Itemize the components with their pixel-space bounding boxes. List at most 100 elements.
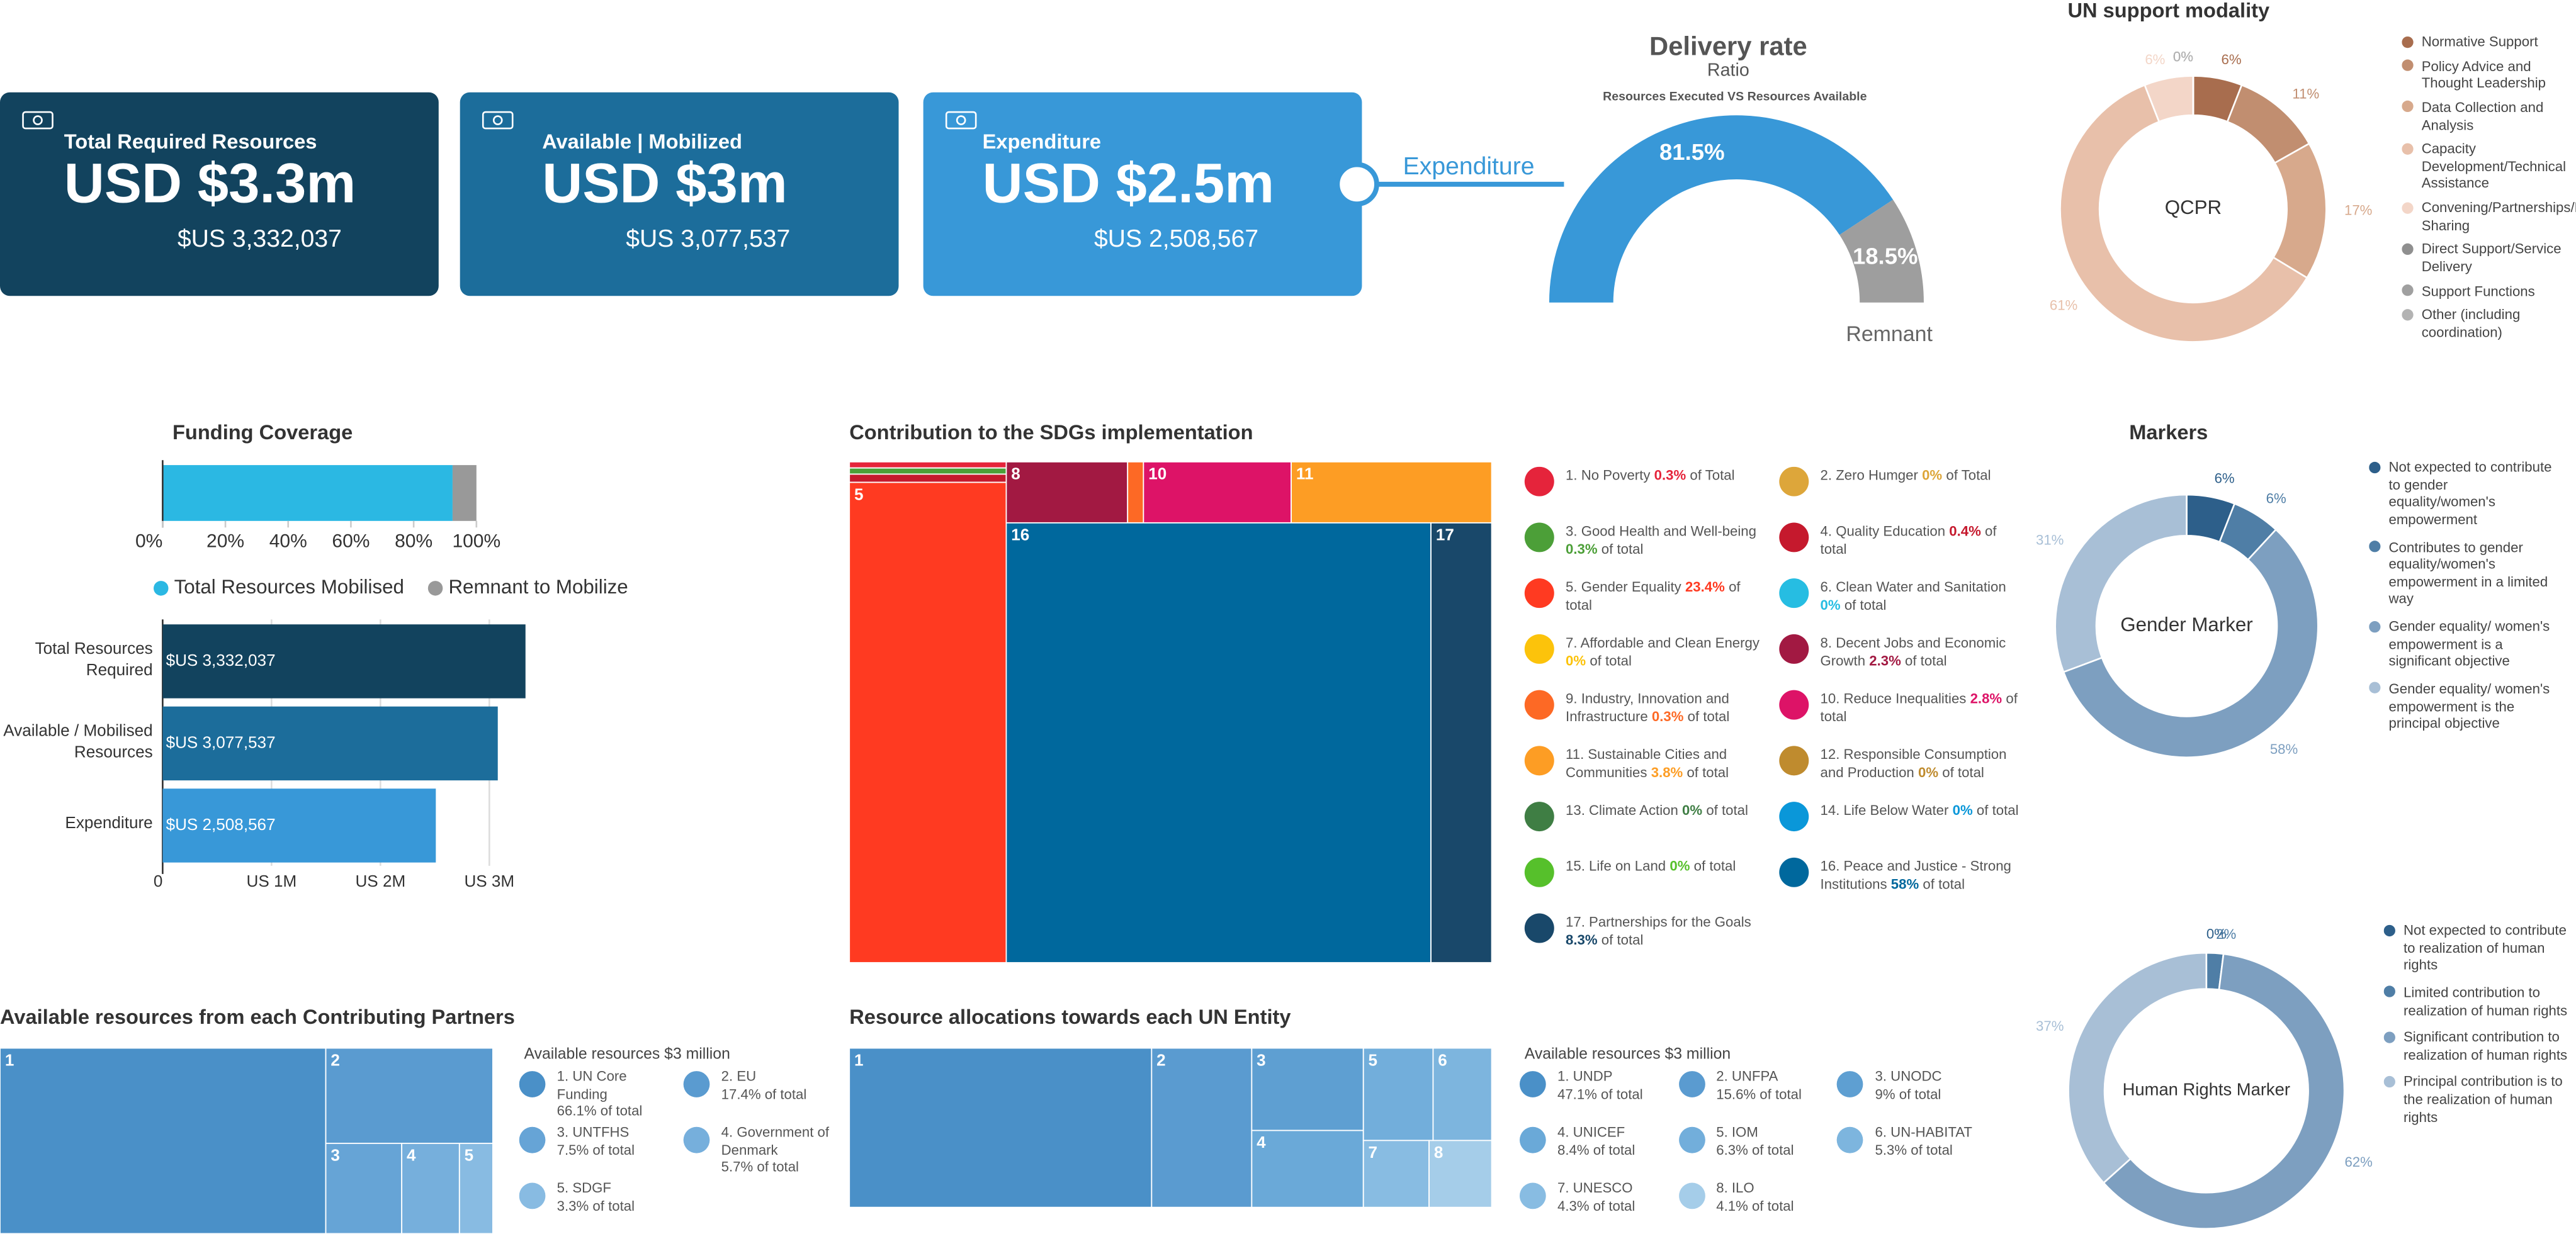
legend-icon: [519, 1126, 546, 1153]
legend-value: 0%: [1669, 857, 1690, 874]
legend-value: 3.3% of total: [556, 1197, 635, 1214]
donut-value-label: 17%: [2344, 203, 2372, 218]
gauge-value-label: 18.5%: [1853, 244, 1918, 269]
gauge-segment: [1839, 199, 1924, 303]
legend-item: 3. UNODC 9% of total: [1837, 1068, 1996, 1124]
legend-item: 9. Industry, Innovation and Infrastructu…: [1520, 690, 1775, 746]
legend-body: 1. UNDP 47.1% of total 2. UNFPA 15.6% of to…: [1519, 1068, 1996, 1234]
category-label-body: Available / Mobilised Resources: [0, 707, 153, 780]
legend-text: 3. UNTFHS 7.5% of total: [557, 1124, 645, 1158]
legend-value: 4.3% of total: [1557, 1197, 1635, 1214]
donut-value-label: 0%: [2173, 49, 2193, 65]
treemap-cell-label: 10: [1148, 464, 1167, 483]
legend-item: Other (including coordination): [2402, 306, 2576, 340]
legend-value: 3.8%: [1651, 763, 1683, 780]
legend-item: 15. Life on Land 0% of total: [1520, 857, 1775, 914]
legend-suffix: of total: [1905, 651, 1947, 668]
legend-text: 8. ILO 4.1% of total: [1716, 1179, 1804, 1214]
treemap-cell-label: 16: [1011, 525, 1029, 544]
legend-body: 1. No Poverty 0.3% of Total 2. Zero Humge…: [1520, 466, 2029, 976]
legend-body: 1. UN Core Funding 66.1% of total 2. EU 17.…: [519, 1068, 848, 1234]
legend-value: 5.7% of total: [721, 1158, 799, 1175]
treemap-cell: [1362, 1140, 1430, 1208]
legend-swatch: [2383, 924, 2395, 936]
legend-label: Convening/Partnerships/Knowledge Sharing: [2421, 199, 2576, 233]
kpi-amount: $US 3,332,037: [178, 225, 342, 252]
legend-text: 2. Zero Humger 0% of Total: [1821, 467, 2001, 485]
donut-center-label: Human Rights Marker: [2123, 1080, 2290, 1099]
treemap-cell: [401, 1142, 460, 1234]
legend-label: Policy Advice and Thought Leadership: [2421, 57, 2546, 91]
donut-value-label: 37%: [2036, 1018, 2064, 1034]
legend-value: 2.3%: [1869, 651, 1901, 668]
legend-swatch: [2402, 101, 2414, 113]
legend-suffix: of total: [1693, 857, 1736, 874]
legend-value: 0%: [1566, 651, 1586, 668]
y-category-label: Available / Mobilised Resources: [3, 722, 153, 762]
category-label: Total Resources Required: [35, 641, 153, 679]
legend-item: 5. SDGF 3.3% of total: [519, 1179, 684, 1234]
bar-segment: [162, 465, 453, 521]
legend-label: Normative Support: [2421, 33, 2538, 50]
legend-icon: [1779, 746, 1809, 776]
kpi-amount: $US 2,508,567: [1094, 225, 1258, 252]
legend-value: 9% of total: [1875, 1085, 1941, 1102]
donut-segment: [2067, 951, 2208, 1184]
legend-body: Normative Support Policy Advice and Thoug…: [2402, 33, 2576, 362]
legend-icon: [1524, 578, 1554, 609]
treemap-cell: [1005, 522, 1432, 963]
legend-subtitle: Available resources $3 million: [1525, 1046, 1731, 1063]
treemap-cell: [849, 473, 1007, 483]
legend-swatch: [2369, 620, 2381, 632]
legend-label: 1. No Poverty: [1566, 466, 1651, 483]
legend-item: Support Functions: [2402, 282, 2576, 300]
category-label: Available / Mobilised Resources: [0, 707, 153, 780]
legend-label: 10. Reduce Inequalities: [1820, 690, 1967, 707]
legend-label: Significant contribution to realization …: [2403, 1028, 2568, 1063]
legend-value: 0%: [1918, 763, 1939, 780]
legend-label: Capacity Development/Technical Assistanc…: [2421, 140, 2567, 192]
legend-item: 2. EU 17.4% of total: [683, 1068, 848, 1124]
legend-item: Not expected to contribute to gender equ…: [2369, 459, 2553, 529]
category-label: Expenditure: [65, 816, 152, 834]
legend-label: 3. UNTFHS: [556, 1123, 630, 1140]
legend-swatch: [2383, 1075, 2395, 1087]
legend-label: Total Resources Mobilised: [174, 576, 404, 598]
legend-swatch: [2402, 243, 2414, 255]
legend-swatch: [154, 581, 169, 596]
legend-icon: [1524, 690, 1554, 720]
donut-segment: [2102, 953, 2346, 1230]
legend-text: 8. Decent Jobs and Economic Growth 2.3% …: [1821, 634, 2029, 669]
legend-item: 2. Zero Humger 0% of Total: [1774, 466, 2029, 523]
legend-icon: [683, 1071, 710, 1097]
legend-swatch: [2402, 308, 2414, 320]
treemap-cell-label: 2: [330, 1050, 340, 1069]
treemap-cell-label: 3: [1257, 1050, 1266, 1069]
legend-label: Limited contribution to realization of h…: [2403, 984, 2568, 1018]
legend-item: 6. UN-HABITAT 5.3% of total: [1837, 1124, 1996, 1180]
donut-value-label: 31%: [2036, 532, 2064, 547]
treemap-cell: [849, 1047, 1153, 1208]
legend-icon: [1779, 522, 1809, 552]
treemap-cell-label: 5: [854, 485, 864, 503]
legend-label: 4. UNICEF: [1557, 1123, 1625, 1140]
treemap-cell-label: 7: [1369, 1143, 1378, 1162]
kpi-card: [0, 92, 439, 296]
legend-label: 6. Clean Water and Sanitation: [1820, 578, 2006, 595]
legend-value: 0.3%: [1651, 707, 1684, 724]
legend-item: 2. UNFPA 15.6% of total: [1678, 1068, 1837, 1124]
legend-text: 15. Life on Land 0% of total: [1566, 858, 1746, 875]
legend-item: 11. Sustainable Cities and Communities 3…: [1520, 746, 1775, 802]
legend-label: Principal contribution is to the realiza…: [2403, 1073, 2563, 1125]
legend-suffix: of total: [1601, 931, 1644, 948]
money-icon: [945, 111, 977, 130]
gauge-value-label: 81.5%: [1659, 139, 1725, 165]
treemap-cell: [1005, 461, 1129, 524]
legend-item: 3. UNTFHS 7.5% of total: [519, 1124, 684, 1180]
legend-item: 5. Gender Equality 23.4% of total: [1520, 578, 1775, 634]
donut-segment: [2272, 142, 2327, 279]
treemap-cell: [1291, 461, 1493, 524]
legend-icon: [1524, 466, 1554, 496]
treemap-cell-label: 1: [5, 1050, 14, 1069]
